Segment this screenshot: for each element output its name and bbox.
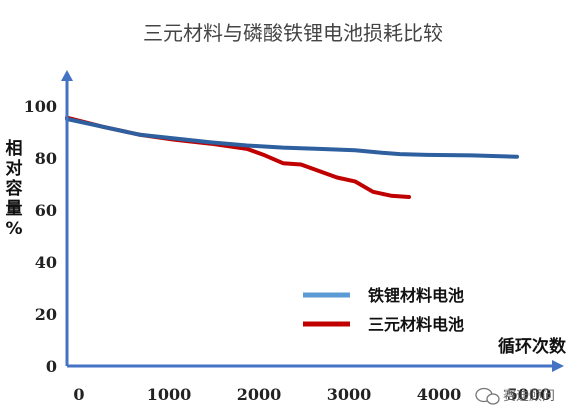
y-axis-label-char: 对: [6, 158, 23, 179]
watermark-text: 赛迪顾问: [503, 388, 555, 404]
y-axis-label-char: %: [5, 219, 22, 239]
x-tick-label: 5000: [507, 385, 552, 404]
y-axis-arrow: [61, 70, 73, 81]
x-tick-label: 0: [73, 385, 84, 404]
legend-label-0: 铁锂材料电池: [368, 286, 464, 305]
y-tick-label: 100: [24, 97, 57, 116]
x-axis-label: 循环次数: [498, 336, 567, 357]
x-axis-arrow: [552, 360, 564, 372]
chart-title: 三元材料与磷酸铁锂电池损耗比较: [143, 21, 443, 45]
x-tick-label: 4000: [417, 385, 462, 404]
series-lines: [65, 115, 519, 199]
x-tick-label: 1000: [147, 385, 192, 404]
y-axis-label-char: 容: [6, 178, 23, 199]
wechat-icon: [475, 387, 500, 405]
axes: [61, 70, 564, 372]
y-axis-label-char: 相: [6, 138, 23, 159]
x-tick-label: 2000: [237, 385, 282, 404]
tick-labels: 0 1000 2000 3000 4000 5000 0 20 40 60 80 100: [24, 97, 552, 404]
y-tick-label: 60: [35, 201, 57, 220]
y-tick-label: 20: [35, 305, 57, 324]
series-line-0: [65, 117, 519, 159]
legend-label-1: 三元材料电池: [368, 315, 464, 334]
y-axis-label-char: 量: [6, 198, 23, 219]
x-tick-label: 3000: [327, 385, 372, 404]
y-tick-label: 40: [35, 253, 57, 272]
watermark: 赛迪顾问: [475, 387, 555, 405]
y-tick-label: 0: [46, 357, 57, 376]
y-tick-label: 80: [35, 149, 57, 168]
